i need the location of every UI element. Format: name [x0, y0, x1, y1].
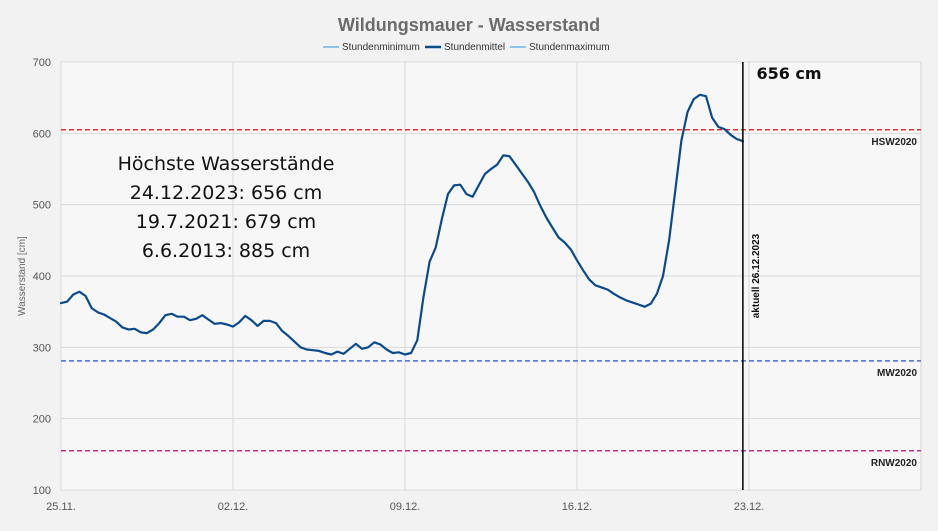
x-tick-label: 25.11. — [46, 501, 76, 513]
legend-label-min: Stundenminimum — [342, 42, 420, 53]
record-2: 19.7.2021: 679 cm — [136, 211, 316, 233]
y-tick-label: 500 — [33, 200, 51, 212]
y-tick-label: 400 — [33, 271, 51, 283]
y-tick-label: 600 — [33, 128, 51, 140]
records-title: Höchste Wasserstände — [118, 153, 335, 175]
reference-label-rnw2020: RNW2020 — [871, 458, 918, 469]
grid — [60, 61, 921, 491]
y-axis-label: Wasserstand [cm] — [17, 236, 28, 316]
records-annotation: Höchste Wasserstände 24.12.2023: 656 cm … — [118, 153, 335, 262]
legend-label-max: Stundenmaximum — [529, 42, 610, 53]
y-tick-label: 300 — [33, 342, 51, 354]
legend: Stundenminimum Stundenmittel Stundenmaxi… — [323, 42, 610, 53]
reference-lines: HSW2020 MW2020 RNW2020 — [61, 129, 921, 469]
legend-label-mean: Stundenmittel — [444, 42, 505, 53]
series — [59, 93, 745, 356]
x-axis: 25.11. 02.12. 09.12. 16.12. 23.12. — [46, 501, 764, 513]
record-3: 6.6.2013: 885 cm — [142, 240, 310, 262]
peak-label: 656 cm — [756, 64, 821, 83]
x-tick-label: 23.12. — [734, 501, 765, 513]
reference-label-hsw2020: HSW2020 — [871, 137, 917, 148]
y-tick-label: 200 — [33, 414, 51, 426]
x-tick-label: 09.12. — [390, 501, 421, 513]
chart-title: Wildungsmauer - Wasserstand — [338, 15, 600, 35]
y-tick-label: 100 — [33, 485, 51, 497]
vertical-marker: aktuell 26.12.2023 — [742, 62, 762, 490]
reference-label-mw2020: MW2020 — [877, 368, 917, 379]
y-tick-label: 700 — [33, 57, 51, 69]
y-axis: 100 200 300 400 500 600 700 — [33, 57, 51, 497]
x-tick-label: 16.12. — [562, 501, 593, 513]
x-tick-label: 02.12. — [218, 501, 249, 513]
vertical-marker-label: aktuell 26.12.2023 — [751, 233, 762, 318]
series-line-0 — [59, 93, 745, 356]
record-1: 24.12.2023: 656 cm — [130, 182, 323, 204]
